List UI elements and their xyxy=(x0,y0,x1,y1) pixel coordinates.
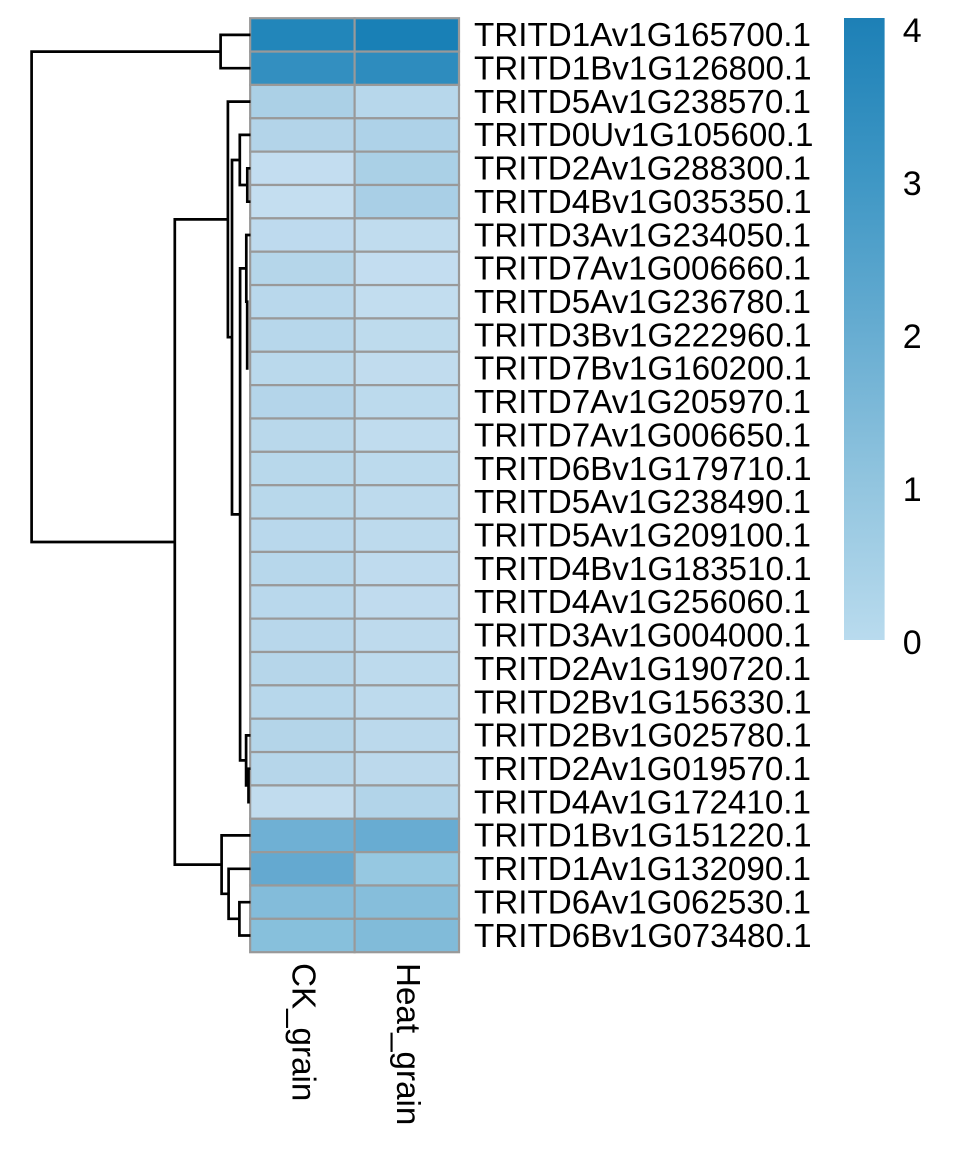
svg-text:TRITD5Av1G238570.1: TRITD5Av1G238570.1 xyxy=(474,84,811,121)
svg-text:TRITD4Av1G172410.1: TRITD4Av1G172410.1 xyxy=(474,784,811,821)
svg-text:TRITD2Av1G190720.1: TRITD2Av1G190720.1 xyxy=(474,651,811,688)
svg-text:TRITD3Av1G234050.1: TRITD3Av1G234050.1 xyxy=(474,217,811,254)
svg-text:TRITD1Bv1G126800.1: TRITD1Bv1G126800.1 xyxy=(474,51,812,88)
svg-text:TRITD7Av1G205970.1: TRITD7Av1G205970.1 xyxy=(474,384,811,421)
svg-text:TRITD2Av1G288300.1: TRITD2Av1G288300.1 xyxy=(474,151,811,188)
svg-text:3: 3 xyxy=(903,165,922,203)
svg-text:TRITD5Av1G236780.1: TRITD5Av1G236780.1 xyxy=(474,284,811,321)
svg-text:TRITD3Bv1G222960.1: TRITD3Bv1G222960.1 xyxy=(474,317,812,354)
svg-text:CK_grain: CK_grain xyxy=(284,963,321,1101)
svg-text:2: 2 xyxy=(903,318,922,356)
svg-text:TRITD1Bv1G151220.1: TRITD1Bv1G151220.1 xyxy=(474,818,812,855)
svg-text:TRITD7Bv1G160200.1: TRITD7Bv1G160200.1 xyxy=(474,351,812,388)
svg-text:TRITD4Bv1G035350.1: TRITD4Bv1G035350.1 xyxy=(474,184,812,221)
svg-text:TRITD6Bv1G179710.1: TRITD6Bv1G179710.1 xyxy=(474,451,812,488)
svg-text:TRITD2Bv1G025780.1: TRITD2Bv1G025780.1 xyxy=(474,718,812,755)
svg-text:TRITD4Av1G256060.1: TRITD4Av1G256060.1 xyxy=(474,584,811,621)
svg-text:4: 4 xyxy=(903,12,922,50)
svg-text:TRITD1Av1G132090.1: TRITD1Av1G132090.1 xyxy=(474,851,811,888)
svg-text:TRITD7Av1G006660.1: TRITD7Av1G006660.1 xyxy=(474,251,811,288)
svg-text:1: 1 xyxy=(903,471,922,509)
svg-text:TRITD7Av1G006650.1: TRITD7Av1G006650.1 xyxy=(474,418,811,455)
svg-text:TRITD1Av1G165700.1: TRITD1Av1G165700.1 xyxy=(474,17,811,54)
svg-text:TRITD4Bv1G183510.1: TRITD4Bv1G183510.1 xyxy=(474,551,812,588)
svg-text:TRITD6Av1G062530.1: TRITD6Av1G062530.1 xyxy=(474,885,811,922)
svg-text:TRITD5Av1G238490.1: TRITD5Av1G238490.1 xyxy=(474,484,811,521)
svg-text:TRITD6Bv1G073480.1: TRITD6Bv1G073480.1 xyxy=(474,918,812,955)
svg-text:TRITD2Av1G019570.1: TRITD2Av1G019570.1 xyxy=(474,751,811,788)
svg-text:Heat_grain: Heat_grain xyxy=(389,963,426,1125)
svg-text:TRITD5Av1G209100.1: TRITD5Av1G209100.1 xyxy=(474,518,811,555)
svg-text:0: 0 xyxy=(903,624,922,662)
svg-text:TRITD0Uv1G105600.1: TRITD0Uv1G105600.1 xyxy=(474,117,813,154)
svg-text:TRITD3Av1G004000.1: TRITD3Av1G004000.1 xyxy=(474,618,811,655)
svg-text:TRITD2Bv1G156330.1: TRITD2Bv1G156330.1 xyxy=(474,684,812,721)
